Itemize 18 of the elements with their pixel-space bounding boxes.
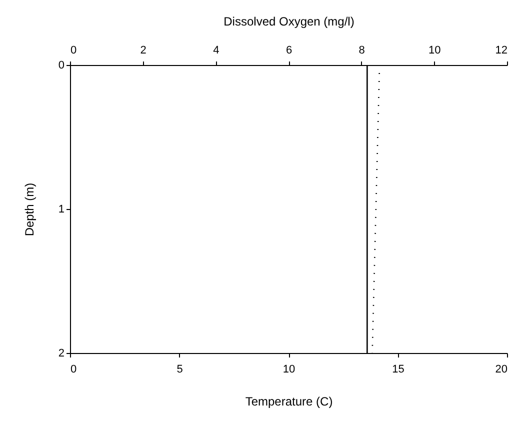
y-tick-label: 0 xyxy=(58,60,64,72)
x2-tick-label: 6 xyxy=(286,44,292,56)
x-tick-label: 15 xyxy=(392,364,404,376)
y-tick-label: 1 xyxy=(58,204,64,216)
x2-tick-label: 12 xyxy=(495,44,508,56)
x-tick-label: 10 xyxy=(282,364,296,376)
y-tick-label: 2 xyxy=(58,348,64,360)
x-tick-label: 20 xyxy=(495,364,508,376)
x-tick-label: 0 xyxy=(70,364,77,376)
y-axis-title: Depth (m) xyxy=(22,182,36,236)
x2-tick-label: 4 xyxy=(213,44,220,56)
x2-tick-label: 8 xyxy=(358,44,365,56)
x-axis-title: Temperature (C) xyxy=(245,394,333,408)
x2-tick-label: 10 xyxy=(428,44,441,56)
x2-tick-label: 0 xyxy=(70,44,77,56)
x-tick-label: 5 xyxy=(176,364,183,376)
x2-tick-label: 2 xyxy=(140,44,146,56)
x2-axis-title: Dissolved Oxygen (mg/l) xyxy=(224,14,354,28)
